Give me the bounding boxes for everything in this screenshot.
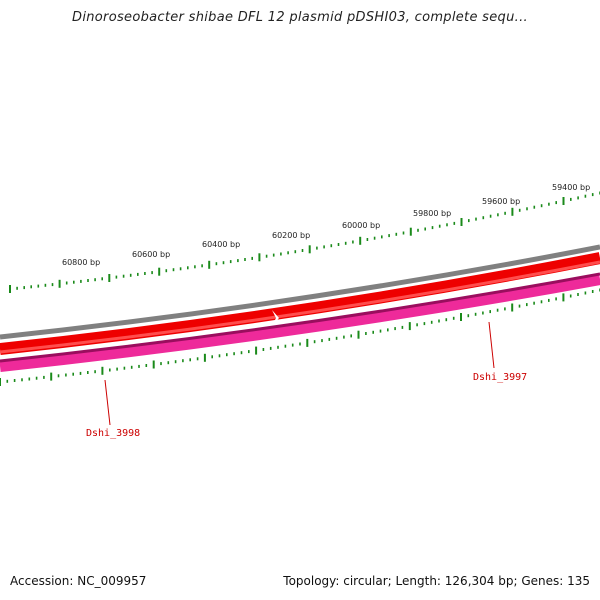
forward-cds-track: [0, 252, 600, 355]
tick-label-60200: 60200 bp: [272, 231, 310, 240]
map-title: Dinoroseobacter shibae DFL 12 plasmid pD…: [72, 10, 528, 25]
reverse-cds-shadow: [0, 272, 600, 363]
tick-label-60000: 60000 bp: [342, 221, 380, 230]
sequence-backbone: [0, 244, 600, 340]
tick-label-59400: 59400 bp: [552, 183, 590, 192]
tick-label-59800: 59800 bp: [413, 209, 451, 218]
reverse-cds-track: [0, 273, 600, 372]
topology-summary: Topology: circular; Length: 126,304 bp; …: [283, 574, 590, 588]
cds-boundary-notch: [272, 310, 279, 326]
gene-label-leader-dshi-3997: [488, 321, 495, 369]
inner-scale-ticks: [0, 288, 600, 386]
tick-label-60600: 60600 bp: [132, 250, 170, 259]
forward-cds-highlight: [0, 260, 600, 354]
gene-label-dshi-3997[interactable]: Dshi_3997: [473, 372, 527, 383]
gene-label-dshi-3998[interactable]: Dshi_3998: [86, 428, 140, 439]
tick-label-60400: 60400 bp: [202, 240, 240, 249]
gene-label-leader-dshi-3998: [104, 379, 111, 426]
accession-text: Accession: NC_009957: [10, 574, 147, 588]
tick-label-60800: 60800 bp: [62, 258, 100, 267]
outer-scale-ticks: [9, 191, 600, 293]
tick-label-59600: 59600 bp: [482, 197, 520, 206]
